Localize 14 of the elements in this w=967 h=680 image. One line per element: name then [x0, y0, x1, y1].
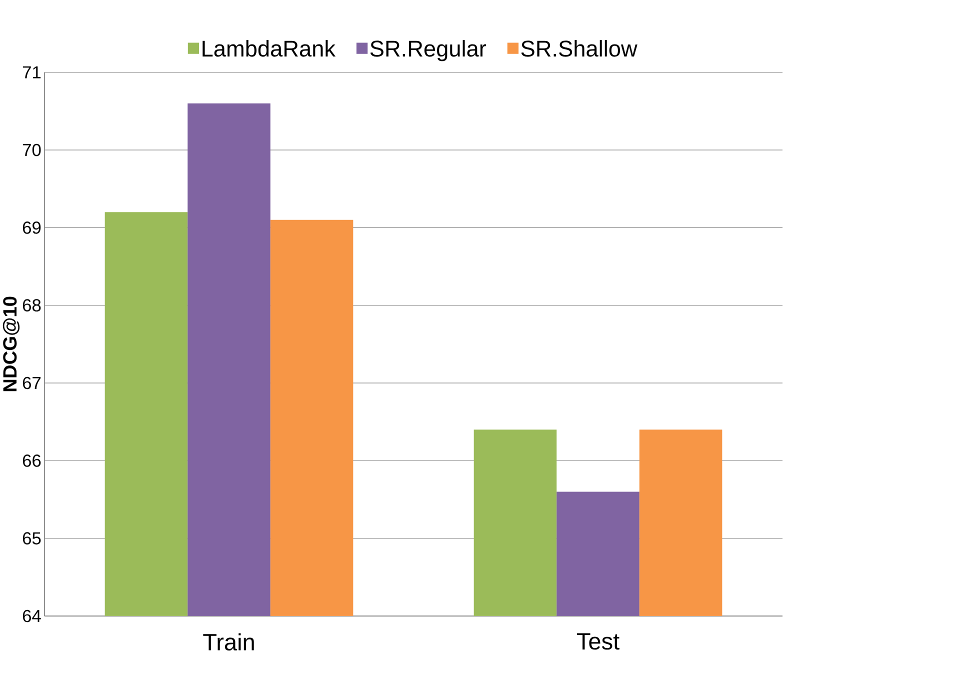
y-tick-label: 65 [22, 532, 41, 544]
y-tick-label: 69 [22, 221, 41, 234]
y-tick-label: 67 [22, 376, 41, 389]
y-axis-title: NDCG@10 [2, 296, 20, 391]
legend-label: SR.Shallow [521, 40, 638, 56]
legend-label: SR.Regular [370, 40, 486, 61]
x-tick-label: Train [203, 633, 254, 650]
y-tick-label: 71 [22, 66, 41, 78]
x-tick-label: Test [576, 633, 620, 650]
y-tick-label: 70 [22, 144, 41, 156]
legend-label: LambdaRank [202, 40, 336, 56]
y-tick-label: 68 [22, 298, 41, 312]
y-tick-label: 64 [22, 610, 41, 622]
y-tick-label: 66 [22, 454, 41, 467]
